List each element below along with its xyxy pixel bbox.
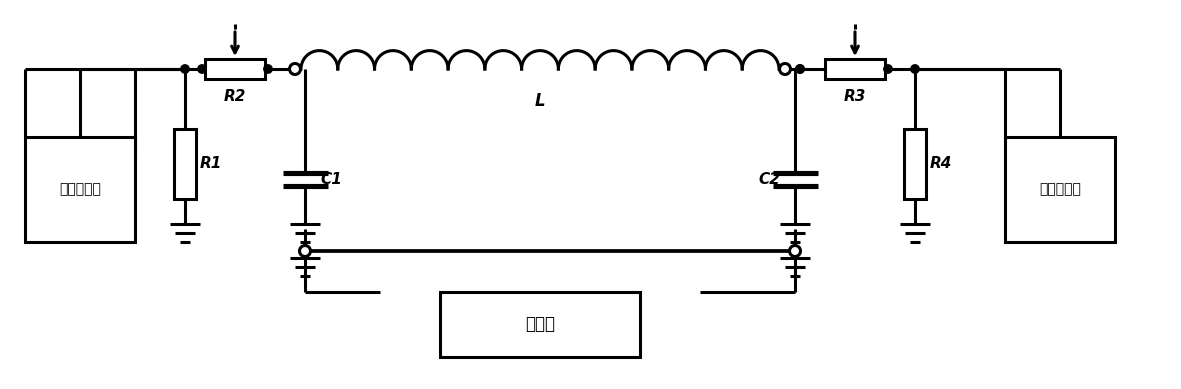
Circle shape <box>883 65 892 73</box>
Circle shape <box>796 65 804 73</box>
Circle shape <box>289 63 300 75</box>
Text: 脉冲发生器: 脉冲发生器 <box>59 182 100 196</box>
Circle shape <box>779 63 790 75</box>
Circle shape <box>911 65 919 73</box>
Text: C1: C1 <box>320 172 341 186</box>
Bar <box>1005 137 1115 242</box>
Circle shape <box>263 65 272 73</box>
Text: R1: R1 <box>200 156 222 172</box>
Text: R2: R2 <box>224 89 246 104</box>
Circle shape <box>181 65 189 73</box>
Text: R3: R3 <box>843 89 866 104</box>
Bar <box>826 59 885 79</box>
Bar <box>903 129 926 199</box>
Text: C2: C2 <box>758 172 779 186</box>
Circle shape <box>796 65 804 73</box>
Circle shape <box>790 245 801 256</box>
Bar <box>205 59 265 79</box>
Bar <box>174 129 196 199</box>
Circle shape <box>300 245 311 256</box>
Text: R4: R4 <box>929 156 952 172</box>
Bar <box>25 137 135 242</box>
Text: L: L <box>535 92 546 110</box>
Bar <box>441 291 640 356</box>
Text: 脉冲发生器: 脉冲发生器 <box>1039 182 1081 196</box>
Circle shape <box>197 65 207 73</box>
Text: 示波器: 示波器 <box>526 315 555 333</box>
